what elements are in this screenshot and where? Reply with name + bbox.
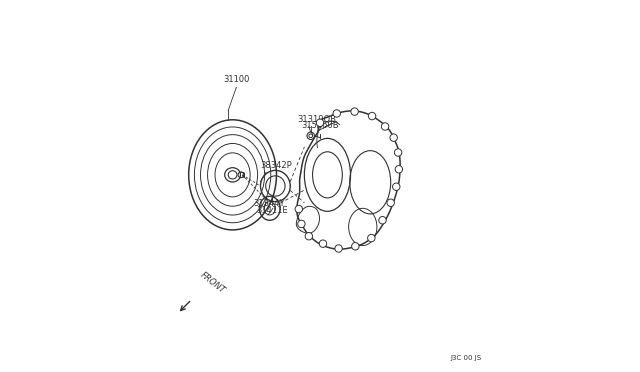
Ellipse shape <box>351 108 358 115</box>
Ellipse shape <box>319 240 326 247</box>
Text: 315260B: 315260B <box>301 121 339 130</box>
Ellipse shape <box>369 112 376 120</box>
Ellipse shape <box>379 217 386 224</box>
Ellipse shape <box>392 183 400 190</box>
Ellipse shape <box>333 110 340 117</box>
Ellipse shape <box>295 205 303 213</box>
Ellipse shape <box>316 119 324 126</box>
Text: 31344Y: 31344Y <box>253 199 285 208</box>
Text: FRONT: FRONT <box>198 270 227 295</box>
Text: 38342P: 38342P <box>260 161 292 170</box>
Ellipse shape <box>335 245 342 252</box>
Ellipse shape <box>351 243 359 250</box>
Ellipse shape <box>367 234 375 242</box>
Ellipse shape <box>305 232 312 240</box>
Ellipse shape <box>394 149 402 156</box>
Ellipse shape <box>387 199 394 206</box>
Text: J3C 00 JS: J3C 00 JS <box>451 355 482 361</box>
Ellipse shape <box>390 134 397 141</box>
Text: 31411E: 31411E <box>257 206 289 215</box>
Text: 31100: 31100 <box>223 75 250 84</box>
Ellipse shape <box>298 220 305 228</box>
Text: 31319QB: 31319QB <box>298 115 337 124</box>
Ellipse shape <box>395 166 403 173</box>
Ellipse shape <box>381 123 389 130</box>
